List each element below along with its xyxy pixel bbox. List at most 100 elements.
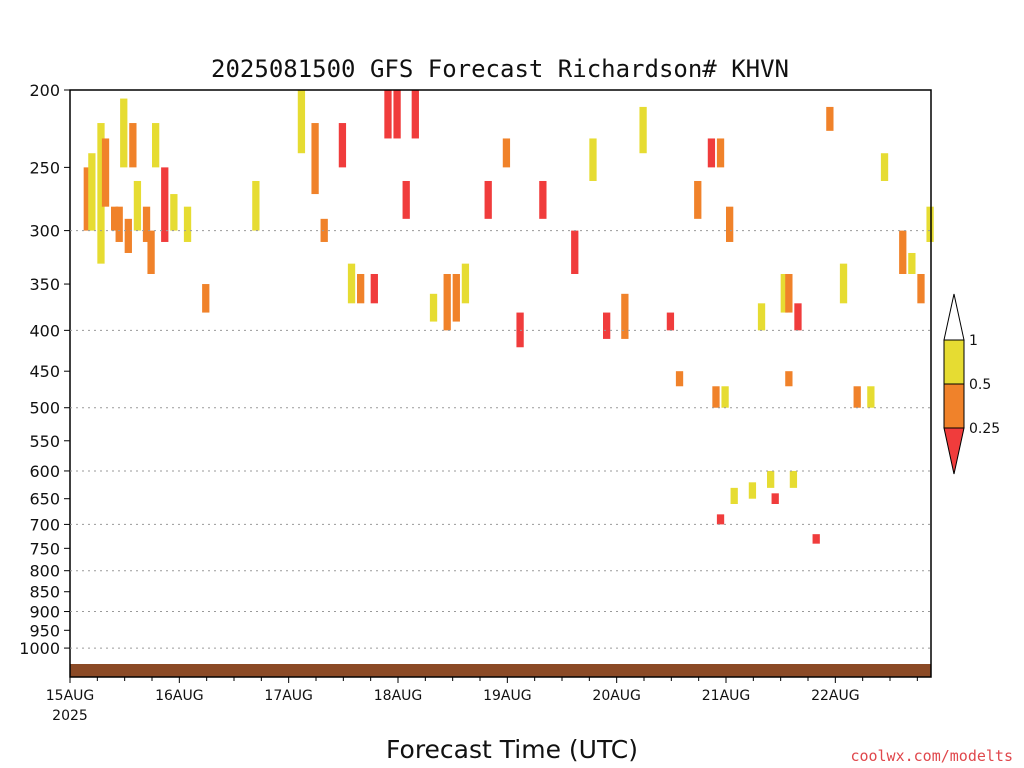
ri-cell <box>621 293 629 339</box>
y-tick-label: 250 <box>29 158 60 177</box>
ri-cell <box>133 180 142 231</box>
ri-cell <box>730 487 738 504</box>
ri-cell <box>571 230 579 274</box>
ri-cell <box>147 230 155 274</box>
y-tick-label: 900 <box>29 603 60 622</box>
ri-cell <box>748 482 757 499</box>
ri-cell <box>83 167 91 231</box>
legend-label-1: 1 <box>969 333 978 349</box>
source-credit: coolwx.com/modelts <box>850 747 1013 765</box>
y-tick-label: 750 <box>29 539 60 558</box>
colorbar-top-arrow <box>943 293 965 341</box>
ri-cell <box>794 303 802 331</box>
ri-cell <box>826 106 834 131</box>
x-tick-label: 19AUG <box>483 688 532 704</box>
legend-label-0-25: 0.25 <box>969 421 1000 437</box>
ground-surface-band <box>70 664 931 677</box>
ri-cell <box>539 180 547 219</box>
ri-cell <box>721 386 729 408</box>
ri-cell <box>338 123 347 168</box>
ri-cell <box>712 386 720 408</box>
y-tick-label: 350 <box>29 275 60 294</box>
ri-cell <box>767 470 775 488</box>
ri-cell <box>152 123 160 168</box>
chart-title: 2025081500 GFS Forecast Richardson# KHVN <box>211 55 789 83</box>
ri-cell <box>402 180 410 219</box>
ri-cell <box>666 312 675 331</box>
plot-frame <box>69 89 932 678</box>
ri-cell <box>88 153 96 231</box>
ri-cell <box>347 263 356 304</box>
y-tick-label: 600 <box>29 462 60 481</box>
ri-cell <box>603 312 611 339</box>
ri-cell <box>357 273 365 304</box>
x-first-tick-year: 2025 <box>52 708 88 724</box>
ri-cell <box>716 138 725 168</box>
y-tick-label: 550 <box>29 432 60 451</box>
y-tick-label: 650 <box>29 490 60 509</box>
ri-cell <box>370 273 378 304</box>
ri-cell <box>101 138 110 207</box>
ri-cell <box>726 206 734 242</box>
ri-cell <box>461 263 470 304</box>
legend-label-0-5: 0.5 <box>969 377 991 393</box>
ri-cell <box>429 293 438 322</box>
y-tick-label: 200 <box>29 81 60 100</box>
y-tick-label: 1000 <box>19 639 60 658</box>
ri-cell <box>707 138 716 168</box>
ri-cell <box>771 493 779 504</box>
ri-cell <box>899 230 907 274</box>
ri-cell <box>716 514 725 525</box>
ri-cell <box>111 206 119 231</box>
ri-cell <box>411 90 419 139</box>
ri-cell <box>675 371 684 387</box>
ri-cell <box>393 90 401 139</box>
y-tick-label: 700 <box>29 515 60 534</box>
ri-cell <box>120 98 128 168</box>
x-tick-label: 16AUG <box>155 688 204 704</box>
ri-cell <box>917 273 925 304</box>
x-axis-title: Forecast Time (UTC) <box>386 735 638 764</box>
y-tick-label: 850 <box>29 583 60 602</box>
x-tick-label: 17AUG <box>264 688 313 704</box>
ri-cell <box>908 252 916 274</box>
ri-cell <box>443 273 451 331</box>
y-tick-label: 400 <box>29 321 60 340</box>
y-tick-label: 800 <box>29 562 60 581</box>
ri-cell <box>161 167 169 242</box>
y-tick-label: 300 <box>29 222 60 241</box>
ri-cell <box>589 138 597 181</box>
ri-cell <box>789 470 798 488</box>
ri-cell <box>202 284 210 313</box>
ri-cell <box>853 386 861 408</box>
ri-cell <box>129 123 137 168</box>
colorbar-bin-orange <box>943 383 965 429</box>
ri-cell <box>694 180 702 219</box>
y-tick-label: 950 <box>29 621 60 640</box>
ri-cell <box>780 273 788 313</box>
ri-cell <box>812 534 820 544</box>
ri-cell <box>183 206 192 242</box>
ri-cell <box>142 206 151 242</box>
ri-cell <box>502 138 511 168</box>
ri-cell <box>484 180 492 219</box>
ri-cell <box>320 218 328 242</box>
ri-cell <box>170 194 178 231</box>
ri-cell <box>867 386 875 408</box>
ri-cell <box>785 371 793 387</box>
ri-cell <box>639 106 647 154</box>
ri-cell <box>115 206 123 242</box>
ri-cell <box>384 90 392 139</box>
ri-cell <box>311 123 319 195</box>
x-tick-label: 20AUG <box>592 688 641 704</box>
ri-cell <box>124 218 132 253</box>
x-tick-label: 15AUG <box>46 688 95 704</box>
ri-cell <box>757 303 766 331</box>
ri-cell <box>97 123 105 264</box>
ri-cell <box>252 180 260 231</box>
ri-cell <box>452 273 460 322</box>
ri-cell <box>880 153 889 181</box>
colorbar-legend: 1 0.5 0.25 <box>943 293 1000 475</box>
colorbar-bin-yellow <box>943 339 965 385</box>
